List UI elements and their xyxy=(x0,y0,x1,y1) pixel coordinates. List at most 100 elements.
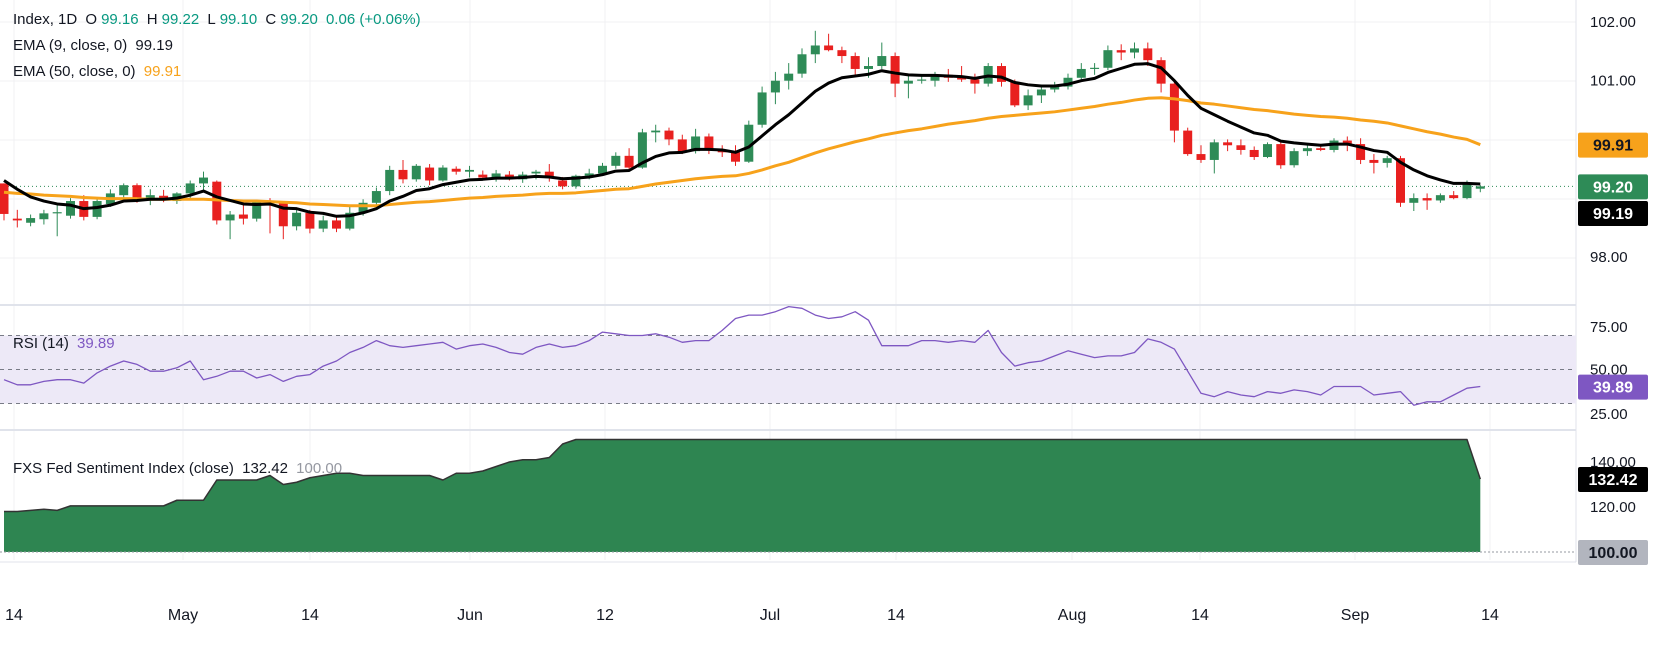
ema9-line xyxy=(3,62,1481,218)
symbol-label: Index, 1D xyxy=(13,11,78,28)
candle-body xyxy=(1103,50,1113,68)
candle xyxy=(611,152,621,169)
candle-body xyxy=(1409,198,1419,203)
candle-body xyxy=(1422,198,1432,201)
candle xyxy=(1023,89,1033,111)
price-tick-label: 102.00 xyxy=(1590,14,1636,31)
candle xyxy=(997,63,1006,87)
candle-body xyxy=(66,201,75,216)
candle-body xyxy=(491,173,501,178)
fxs-tick-label: 140.00 xyxy=(1590,454,1636,471)
close-label: C xyxy=(265,11,277,28)
candle xyxy=(744,120,754,163)
candle-body xyxy=(930,74,940,81)
ema50-label: EMA (50, close, 0) xyxy=(13,63,136,80)
candle-body xyxy=(1169,83,1179,131)
candle-body xyxy=(850,56,860,69)
candle xyxy=(425,164,435,186)
candle xyxy=(411,164,421,182)
fxs-base-badge-bg xyxy=(1578,540,1648,565)
fxs-base-value: 100.00 xyxy=(296,460,343,477)
candle xyxy=(664,127,674,146)
fxs-base-badge: 100.00 xyxy=(1589,545,1638,562)
candle xyxy=(1209,139,1219,174)
candle-body xyxy=(691,136,701,152)
candle xyxy=(757,86,767,128)
candle-body xyxy=(1276,144,1286,166)
rsi-badge-bg xyxy=(1578,374,1648,400)
fxs-tick-label: 120.00 xyxy=(1590,499,1636,516)
candle-body xyxy=(1156,60,1166,84)
open-value: 99.16 xyxy=(101,11,139,28)
candle-body xyxy=(465,169,474,172)
candle-body xyxy=(877,56,887,67)
x-tick-label: May xyxy=(168,607,198,624)
candle xyxy=(1276,140,1286,169)
candle xyxy=(39,209,49,225)
candle xyxy=(119,183,129,199)
candle xyxy=(1369,154,1379,174)
candle-body xyxy=(225,214,235,221)
rsi-tick-label: 25.00 xyxy=(1590,406,1628,423)
candle-body xyxy=(1036,89,1046,96)
rsi-value: 39.89 xyxy=(77,335,115,352)
candle-body xyxy=(624,155,634,168)
ema9-legend: EMA (9, close, 0) 99.19 xyxy=(13,37,177,54)
candle xyxy=(145,189,155,206)
candle xyxy=(877,42,887,69)
candle-body xyxy=(544,171,554,179)
candle-body xyxy=(12,218,22,221)
candle xyxy=(438,165,448,182)
candle-body xyxy=(824,45,834,51)
candle-body xyxy=(1396,158,1405,203)
candle xyxy=(1475,185,1485,193)
candle-body xyxy=(531,171,541,174)
candle xyxy=(544,164,554,182)
fxs-value: 132.42 xyxy=(242,460,288,477)
ema50-value: 99.91 xyxy=(143,63,182,80)
candle-body xyxy=(677,139,687,152)
x-tick-label: 14 xyxy=(1481,607,1499,624)
candle xyxy=(1302,144,1312,156)
candle-body xyxy=(598,165,607,174)
candle xyxy=(1409,193,1419,212)
candle-body xyxy=(1130,48,1139,53)
candle-body xyxy=(119,185,129,196)
candle xyxy=(797,48,807,78)
x-tick-label: Jul xyxy=(760,607,780,624)
x-tick-label: 14 xyxy=(301,607,319,624)
candle-body xyxy=(1316,148,1326,150)
x-tick-label: 14 xyxy=(5,607,23,624)
candle-body xyxy=(1196,154,1206,160)
candle-body xyxy=(611,155,621,166)
candle xyxy=(318,215,328,233)
candle xyxy=(1289,148,1299,168)
low-label: L xyxy=(207,11,216,28)
candle-body xyxy=(957,77,967,80)
candle xyxy=(903,74,913,99)
candle-body xyxy=(1023,95,1033,106)
candle xyxy=(52,205,62,237)
candle-body xyxy=(558,180,568,187)
candle-body xyxy=(305,212,315,229)
rsi-badge: 39.89 xyxy=(1593,380,1633,397)
candle xyxy=(1010,79,1020,108)
candle-body xyxy=(1076,68,1086,78)
candle-body xyxy=(1369,159,1379,163)
price-tick-label: 98.00 xyxy=(1590,249,1628,266)
rsi-tick-label: 75.00 xyxy=(1590,319,1628,336)
candle xyxy=(1396,155,1405,207)
candle-body xyxy=(185,183,195,194)
x-tick-label: 14 xyxy=(1191,607,1209,624)
x-tick-label: Sep xyxy=(1341,607,1370,624)
candle xyxy=(1449,191,1459,200)
price-tick-label: 101.00 xyxy=(1590,73,1636,90)
candle-body xyxy=(132,185,142,200)
candle-body xyxy=(39,213,49,220)
candle-body xyxy=(332,220,341,229)
candle-body xyxy=(1249,149,1259,158)
candle xyxy=(850,52,860,75)
candle xyxy=(810,30,820,64)
candle-body xyxy=(438,167,448,181)
